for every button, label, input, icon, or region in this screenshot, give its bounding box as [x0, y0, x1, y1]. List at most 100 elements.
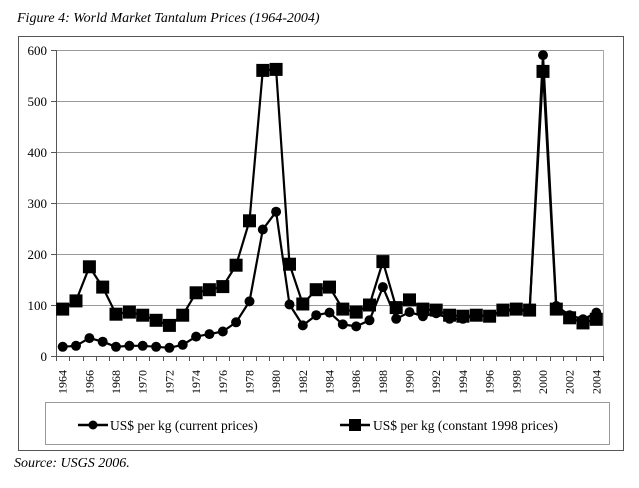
- y-tick-label: 200: [28, 247, 48, 262]
- data-point-square: [82, 260, 96, 274]
- data-point-square: [443, 308, 457, 322]
- data-point-circle: [377, 282, 388, 293]
- data-point-circle: [364, 315, 375, 326]
- legend-circle-marker-icon: [88, 420, 98, 430]
- data-point-circle: [177, 339, 188, 350]
- data-point-square: [323, 280, 336, 294]
- data-point-circle: [57, 341, 68, 352]
- data-point-square: [403, 293, 416, 307]
- data-point-circle: [204, 329, 215, 340]
- y-tick-label: 300: [28, 196, 48, 211]
- source-note: Source: USGS 2006.: [14, 456, 130, 471]
- data-point-circle: [324, 307, 335, 318]
- data-point-circle: [111, 341, 121, 352]
- x-tick-label: 1972: [162, 370, 176, 394]
- data-point-square: [589, 312, 603, 326]
- data-point-square: [469, 308, 483, 322]
- data-point-square: [349, 305, 363, 319]
- y-tick-label: 500: [28, 94, 48, 109]
- y-tick-label: 600: [28, 43, 48, 58]
- data-point-square: [389, 301, 403, 315]
- legend-box: [45, 402, 610, 445]
- data-point-square: [189, 286, 203, 300]
- data-point-circle: [297, 320, 308, 331]
- x-tick-label: 1978: [242, 370, 256, 394]
- data-point-circle: [257, 224, 268, 235]
- data-point-circle: [244, 296, 255, 307]
- series-current-prices: [57, 50, 602, 353]
- data-point-square: [229, 258, 243, 272]
- data-point-square: [376, 255, 390, 269]
- data-point-circle: [391, 313, 402, 324]
- data-point-square: [536, 64, 550, 78]
- data-point-square: [283, 257, 296, 271]
- data-point-circle: [231, 317, 242, 328]
- data-point-square: [69, 294, 83, 308]
- data-point-square: [109, 307, 123, 321]
- data-point-circle: [124, 340, 135, 351]
- data-point-circle: [404, 307, 415, 318]
- data-point-square: [136, 308, 150, 322]
- legend-item-current-prices: US$ per kg (current prices): [78, 418, 258, 433]
- data-point-square: [56, 302, 70, 316]
- chart-frame: [18, 36, 624, 451]
- data-point-square: [523, 303, 537, 317]
- x-tick-label: 2002: [563, 370, 577, 394]
- data-point-circle: [337, 319, 348, 330]
- x-tick-label: 1998: [509, 370, 523, 394]
- data-point-square: [269, 62, 283, 76]
- series-constant-1998-prices: [56, 62, 603, 332]
- data-point-circle: [217, 326, 228, 337]
- x-tick-label: 1974: [189, 370, 203, 394]
- legend-square-marker-icon: [349, 419, 361, 431]
- legend-item-constant-prices: US$ per kg (constant 1998 prices): [340, 418, 558, 433]
- data-point-square: [309, 283, 323, 297]
- data-point-circle: [151, 341, 162, 352]
- x-tick-label: 1976: [216, 370, 230, 394]
- x-tick-label: 1994: [456, 370, 470, 394]
- data-point-square: [149, 313, 163, 327]
- y-tick-label: 0: [41, 349, 48, 364]
- x-tick-label: 2004: [589, 370, 603, 394]
- data-point-square: [96, 280, 110, 294]
- data-point-circle: [311, 310, 322, 321]
- data-point-square: [496, 303, 510, 317]
- data-point-square: [243, 214, 256, 228]
- x-tick-label: 1982: [296, 370, 310, 394]
- data-point-square: [296, 297, 310, 311]
- data-point-square: [162, 318, 176, 332]
- data-point-square: [336, 302, 350, 316]
- x-axis: 1964 1966 1968 1970 1972 1974 1976 1978 1980 1982…: [56, 356, 604, 394]
- x-tick-label: 1986: [349, 370, 363, 394]
- data-point-square: [176, 308, 190, 322]
- x-tick-label: 1988: [376, 370, 390, 394]
- data-point-circle: [137, 340, 148, 351]
- data-point-square: [576, 316, 590, 330]
- data-point-square: [509, 302, 523, 316]
- data-point-square: [549, 302, 563, 316]
- x-tick-label: 2000: [536, 370, 550, 394]
- x-tick-label: 1984: [323, 370, 337, 394]
- legend-label-current-prices: US$ per kg (current prices): [110, 418, 258, 433]
- data-point-circle: [351, 321, 362, 332]
- data-point-square: [416, 302, 430, 316]
- data-point-square: [216, 280, 230, 294]
- legend: US$ per kg (current prices) US$ per kg (…: [45, 402, 610, 445]
- data-point-circle: [191, 331, 202, 342]
- x-tick-label: 1966: [82, 370, 96, 394]
- x-tick-label: 1968: [109, 370, 123, 394]
- x-tick-label: 1992: [429, 370, 443, 394]
- data-point-circle: [164, 342, 175, 353]
- data-point-circle: [71, 340, 81, 351]
- data-point-square: [456, 309, 470, 323]
- data-point-circle: [284, 299, 295, 310]
- x-tick-label: 1990: [403, 370, 417, 394]
- data-point-circle: [538, 50, 548, 61]
- figure-title: Figure 4: World Market Tantalum Prices (…: [17, 11, 320, 26]
- x-tick-label: 1964: [56, 370, 70, 394]
- x-tick-label: 1980: [269, 370, 283, 394]
- data-point-square: [483, 309, 497, 323]
- data-point-square: [122, 305, 136, 319]
- data-point-circle: [84, 333, 95, 344]
